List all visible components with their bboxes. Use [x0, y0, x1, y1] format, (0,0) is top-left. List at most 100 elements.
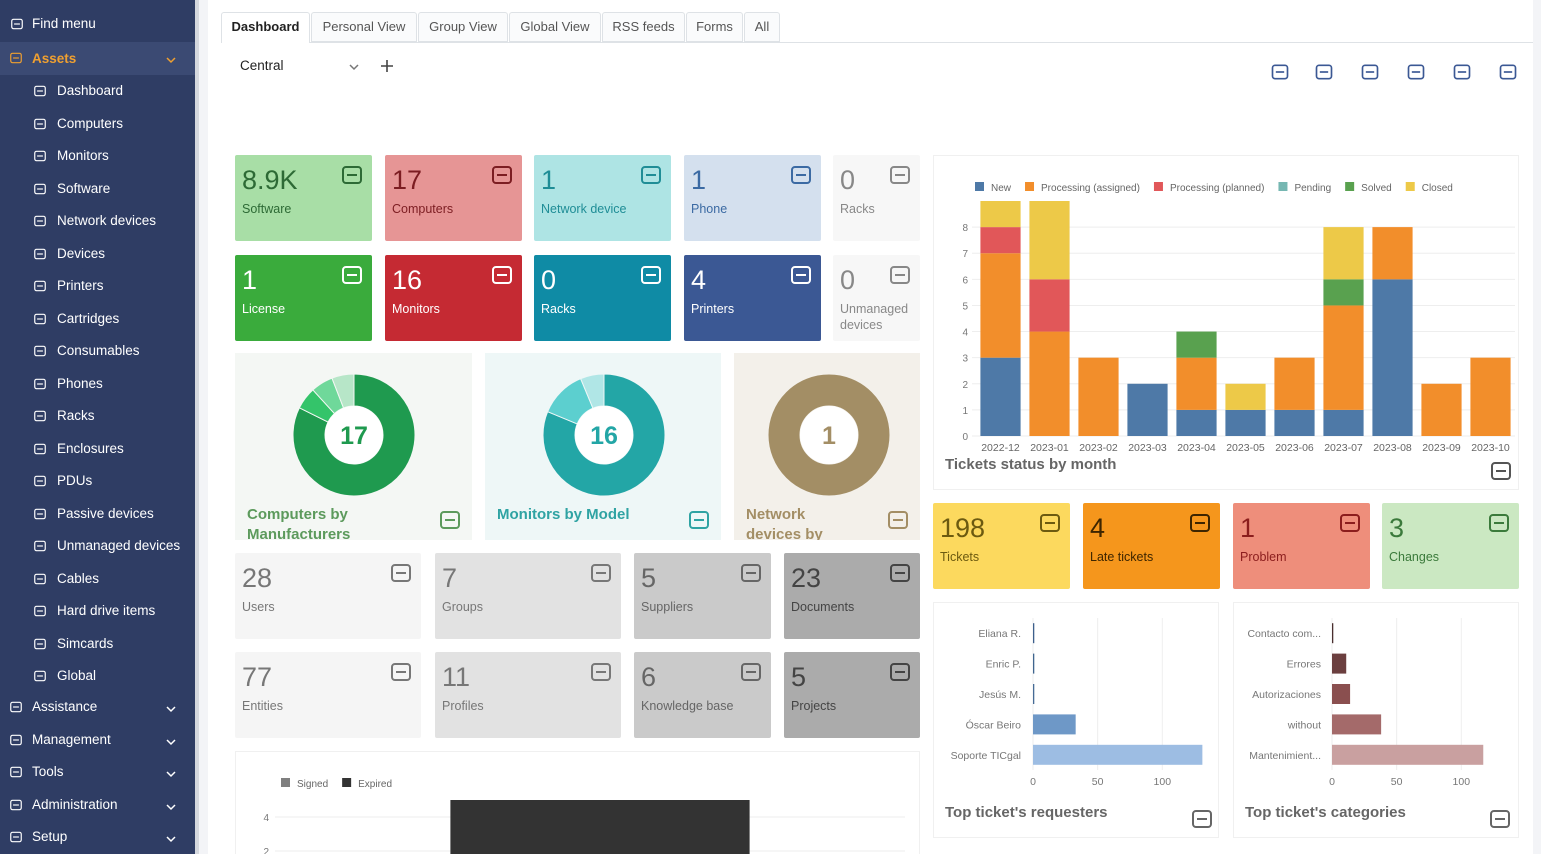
card-value: 0: [840, 165, 856, 195]
stat-card[interactable]: 8.9K Software: [235, 155, 372, 241]
card-value: 11: [442, 662, 471, 692]
find-menu[interactable]: Find menu: [32, 16, 96, 31]
stat-card[interactable]: 23 Documents: [784, 553, 920, 639]
stat-card[interactable]: 11 Profiles: [435, 652, 621, 738]
stat-card[interactable]: 0 Unmanaged devices: [833, 255, 920, 341]
section-label[interactable]: Tools: [32, 764, 64, 780]
tab[interactable]: RSS feeds: [602, 12, 685, 42]
icon-shape: [10, 734, 22, 745]
menu-item[interactable]: Racks: [57, 408, 95, 423]
menu-item[interactable]: Global: [57, 668, 97, 683]
card-label: Printers: [691, 302, 735, 316]
card-label: Projects: [791, 699, 837, 713]
icon-shape: [890, 663, 910, 681]
menu-item[interactable]: Computers: [57, 115, 124, 131]
menu-item[interactable]: Hard drive items: [57, 603, 156, 618]
toolbar-button[interactable]: [1270, 62, 1290, 82]
icon-shape: [1361, 64, 1379, 80]
dashboard-select[interactable]: Central: [230, 52, 370, 80]
card-value: 4: [1090, 513, 1106, 543]
chart-panel: [933, 602, 1219, 838]
stat-card[interactable]: 5 Projects: [784, 652, 920, 738]
tab-label: Dashboard: [231, 19, 300, 34]
stat-card[interactable]: 7 Groups: [435, 553, 621, 639]
icon-shape: [641, 166, 661, 184]
card-value: 5: [791, 662, 807, 692]
menu-item[interactable]: Simcards: [57, 635, 114, 651]
stat-card[interactable]: 3 Changes: [1382, 503, 1519, 589]
stat-card[interactable]: 198 Tickets: [933, 503, 1070, 589]
icon-shape: [34, 410, 46, 422]
card-icon: [342, 266, 362, 284]
tab[interactable]: Global View: [509, 12, 601, 42]
toolbar-button[interactable]: [1314, 62, 1334, 82]
toolbar-button[interactable]: [1406, 62, 1426, 82]
section-label[interactable]: Management: [32, 731, 111, 747]
menu-item[interactable]: Phones: [57, 375, 103, 391]
menu-item[interactable]: Unmanaged devices: [57, 538, 181, 553]
icon-shape: [342, 166, 362, 184]
icon-shape: [1489, 514, 1509, 532]
icon-shape: [391, 663, 411, 681]
tab[interactable]: Personal View: [311, 12, 417, 42]
section-label[interactable]: Administration: [32, 796, 118, 812]
donut-panel: Network devices by Status: [734, 353, 920, 540]
icon-shape: [34, 313, 46, 324]
donut-panel: Computers by Manufacturers: [235, 353, 472, 540]
section-label[interactable]: Assets: [32, 51, 77, 66]
card-icon: [391, 663, 411, 681]
toolbar-button[interactable]: [1360, 62, 1380, 82]
stat-card[interactable]: 17 Computers: [385, 155, 522, 241]
card-value: 16: [392, 265, 423, 295]
card-label: Knowledge base: [641, 699, 734, 713]
menu-item[interactable]: Enclosures: [57, 440, 124, 456]
menu-item-icon: [34, 540, 46, 552]
stat-card[interactable]: 1 Network device: [534, 155, 671, 241]
add-button[interactable]: [380, 59, 394, 73]
section-label[interactable]: Setup: [32, 829, 68, 845]
card-label: Entities: [242, 699, 283, 713]
menu-item[interactable]: Devices: [57, 245, 106, 261]
menu-item-icon: [34, 118, 46, 129]
stat-card[interactable]: 5 Suppliers: [634, 553, 771, 639]
chevron-shape: [166, 706, 176, 713]
stat-card[interactable]: 1 License: [235, 255, 372, 341]
tab[interactable]: Forms: [686, 12, 743, 42]
menu-item[interactable]: Passive devices: [57, 505, 154, 521]
toolbar-button[interactable]: [1452, 62, 1472, 82]
menu-item[interactable]: Cables: [57, 570, 100, 586]
stat-card[interactable]: 1 Problem: [1233, 503, 1370, 589]
tab[interactable]: All: [744, 12, 780, 42]
stat-card[interactable]: 4 Late tickets: [1083, 503, 1220, 589]
menu-item[interactable]: Cartridges: [57, 310, 120, 326]
stat-card[interactable]: 28 Users: [235, 553, 421, 639]
icon-shape: [492, 166, 512, 184]
stat-card[interactable]: 4 Printers: [684, 255, 821, 341]
menu-item[interactable]: PDUs: [57, 473, 93, 488]
stat-card[interactable]: 77 Entities: [235, 652, 421, 738]
tab[interactable]: Dashboard: [221, 12, 310, 43]
stat-card[interactable]: 1 Phone: [684, 155, 821, 241]
menu-item[interactable]: Dashboard: [57, 83, 124, 98]
stat-card[interactable]: 0 Racks: [833, 155, 920, 241]
card-label: Unmanaged devices: [840, 302, 909, 332]
menu-item-icon: [34, 638, 46, 649]
menu-item[interactable]: Monitors: [57, 148, 109, 163]
card-label: Groups: [442, 600, 483, 614]
menu-item[interactable]: Software: [57, 180, 111, 196]
menu-item[interactable]: Consumables: [57, 343, 140, 358]
section-label[interactable]: Assistance: [32, 699, 98, 714]
tab-label: RSS feeds: [612, 19, 675, 34]
toolbar-button[interactable]: [1498, 62, 1518, 82]
chevron: [166, 804, 176, 810]
card-icon: [741, 663, 761, 681]
card-icon: [741, 564, 761, 582]
menu-item[interactable]: Network devices: [57, 213, 157, 228]
tab[interactable]: Group View: [418, 12, 508, 42]
stat-card[interactable]: 0 Racks: [534, 255, 671, 341]
stat-card[interactable]: 16 Monitors: [385, 255, 522, 341]
menu-item[interactable]: Printers: [57, 278, 104, 293]
icon-shape: [1499, 64, 1517, 80]
stat-card[interactable]: 6 Knowledge base: [634, 652, 771, 738]
